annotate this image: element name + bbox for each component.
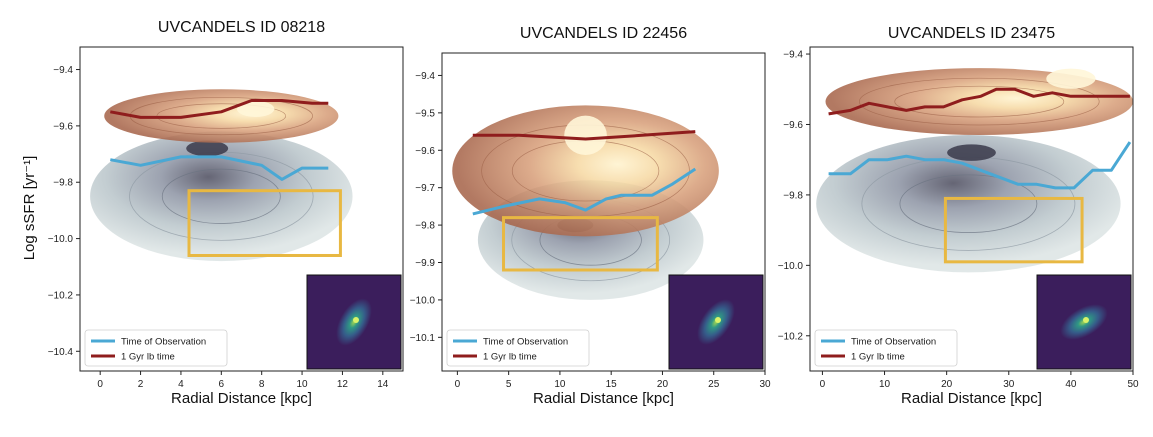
y-tick-label: −9.6 <box>783 120 803 131</box>
highlight-box <box>187 189 342 257</box>
upper-density-contour-ring <box>859 77 1100 126</box>
panel-22456: 0 5 10 15 20 25 30 −9.4 −9.5 −9.6 −9.7 −9.8 −9.9 −10.… <box>410 25 771 407</box>
x-tick-label: 0 <box>820 379 826 390</box>
x-tick-label: 25 <box>708 379 720 390</box>
y-tick-label: −9.6 <box>53 121 73 132</box>
x-tick-label: 0 <box>97 379 103 390</box>
highlight-box <box>943 196 1084 264</box>
y-tick-label: −9.8 <box>415 221 435 232</box>
x-axis-label: Radial Distance [kpc] <box>901 390 1042 407</box>
y-tick-label: −9.6 <box>415 146 435 157</box>
x-tick-label: 10 <box>297 379 309 390</box>
panel-title: UVCANDELS ID 23475 <box>888 25 1055 42</box>
x-tick-label: 0 <box>455 379 461 390</box>
upper-density-core <box>564 115 607 155</box>
y-tick-label: −10.1 <box>410 333 436 344</box>
lower-density-contour <box>816 135 1121 273</box>
x-tick-label: 5 <box>506 379 512 390</box>
lower-density-contour-ring <box>161 168 281 224</box>
lower-density-core <box>947 144 996 161</box>
legend-label: 1 Gyr lb time <box>483 352 537 363</box>
y-tick-label: −9.4 <box>783 50 803 61</box>
upper-density-core <box>1046 68 1096 89</box>
legend-label: 1 Gyr lb time <box>121 352 175 363</box>
legend-label: Time of Observation <box>851 337 936 348</box>
panel-23475: 0 10 20 30 40 50 −9.4 −9.6 −9.8 −10.0 −10.2 UVCANDE… <box>778 25 1139 407</box>
observation-line <box>472 167 697 216</box>
upper-density-contour <box>104 89 339 143</box>
legend-label: 1 Gyr lb time <box>851 352 905 363</box>
legend-label: Time of Observation <box>483 337 568 348</box>
plot-frame <box>809 46 1134 372</box>
observation-line <box>828 141 1132 190</box>
highlight-box <box>502 216 659 272</box>
y-tick-label: −10.2 <box>778 331 804 342</box>
galaxy-nucleus <box>353 317 359 323</box>
legend-box <box>814 329 958 367</box>
galaxy-nucleus <box>715 317 721 323</box>
observation-line <box>110 155 329 181</box>
y-tick-label: −9.8 <box>783 190 803 201</box>
y-tick-label: −9.8 <box>53 178 73 189</box>
y-tick-label: −10.0 <box>48 234 74 245</box>
legend-box <box>84 329 228 367</box>
legend-label: Time of Observation <box>121 337 206 348</box>
panel-title: UVCANDELS ID 08218 <box>158 19 325 36</box>
x-tick-label: 40 <box>1065 379 1077 390</box>
legend-box <box>446 329 590 367</box>
x-tick-label: 8 <box>259 379 265 390</box>
panel-08218: 0 2 4 6 8 10 12 14 −9.4 −9.6 −9.8 −10.0 −10.2 −10.4 UV… <box>48 19 404 407</box>
x-tick-label: 2 <box>138 379 144 390</box>
plot-frame <box>441 52 766 372</box>
x-tick-label: 14 <box>377 379 389 390</box>
plot-frame <box>79 46 404 372</box>
x-axis-label: Radial Distance [kpc] <box>533 390 674 407</box>
y-tick-label: −9.4 <box>53 65 73 76</box>
panel-title: UVCANDELS ID 22456 <box>520 25 687 42</box>
x-tick-label: 15 <box>606 379 618 390</box>
x-tick-label: 6 <box>219 379 225 390</box>
lookback-line <box>472 130 696 141</box>
x-tick-label: 50 <box>1127 379 1139 390</box>
upper-density-contour-ring <box>894 85 1065 118</box>
x-tick-label: 30 <box>1003 379 1015 390</box>
x-tick-label: 10 <box>554 379 566 390</box>
x-tick-label: 12 <box>337 379 349 390</box>
galaxy-nucleus <box>1083 317 1089 323</box>
x-tick-label: 10 <box>879 379 891 390</box>
y-tick-label: −10.2 <box>48 290 74 301</box>
x-tick-label: 20 <box>941 379 953 390</box>
upper-density-core <box>236 100 275 118</box>
lower-density-contour <box>90 131 353 262</box>
y-tick-label: −10.0 <box>410 295 436 306</box>
lower-density-contour-ring <box>899 174 1038 233</box>
y-tick-label: −9.7 <box>415 183 435 194</box>
y-tick-label: −9.9 <box>415 258 435 269</box>
x-tick-label: 20 <box>657 379 669 390</box>
y-tick-label: −9.5 <box>415 108 435 119</box>
x-tick-label: 30 <box>759 379 771 390</box>
y-tick-label: −9.4 <box>415 71 435 82</box>
lower-density-core <box>186 140 229 157</box>
x-axis-label: Radial Distance [kpc] <box>171 390 312 407</box>
y-axis-label: Log sSFR [yr⁻¹] <box>21 156 38 261</box>
y-tick-label: −10.0 <box>778 261 804 272</box>
lookback-line <box>110 99 329 119</box>
y-tick-label: −10.4 <box>48 347 74 358</box>
lookback-line <box>828 87 1130 116</box>
x-tick-label: 4 <box>178 379 184 390</box>
